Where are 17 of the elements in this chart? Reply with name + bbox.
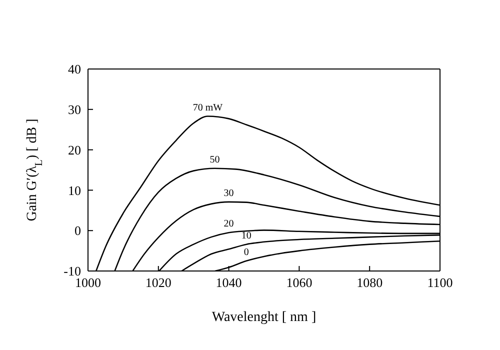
y-tick-label: 20	[68, 142, 81, 158]
y-tick-label: 0	[74, 223, 81, 238]
x-axis-title: Wavelenght [ nm ]	[212, 310, 316, 325]
series-label: 10	[241, 230, 252, 242]
x-tick-label: 1080	[356, 275, 383, 290]
x-tick-label: 1020	[145, 275, 172, 290]
series-label: 50	[210, 154, 220, 166]
x-tick-label: 1040	[216, 275, 242, 290]
series-label: 70 mW	[192, 102, 224, 114]
x-tick-label: 1100	[427, 275, 453, 290]
y-tick-label: 30	[68, 102, 81, 118]
y-tick-label: 40	[68, 62, 81, 77]
series-label: 20	[224, 218, 234, 230]
y-tick-label: 10	[68, 182, 81, 198]
series-label: 30	[224, 188, 234, 199]
series-label: 0	[244, 246, 249, 258]
x-tick-label: 1060	[286, 275, 312, 290]
